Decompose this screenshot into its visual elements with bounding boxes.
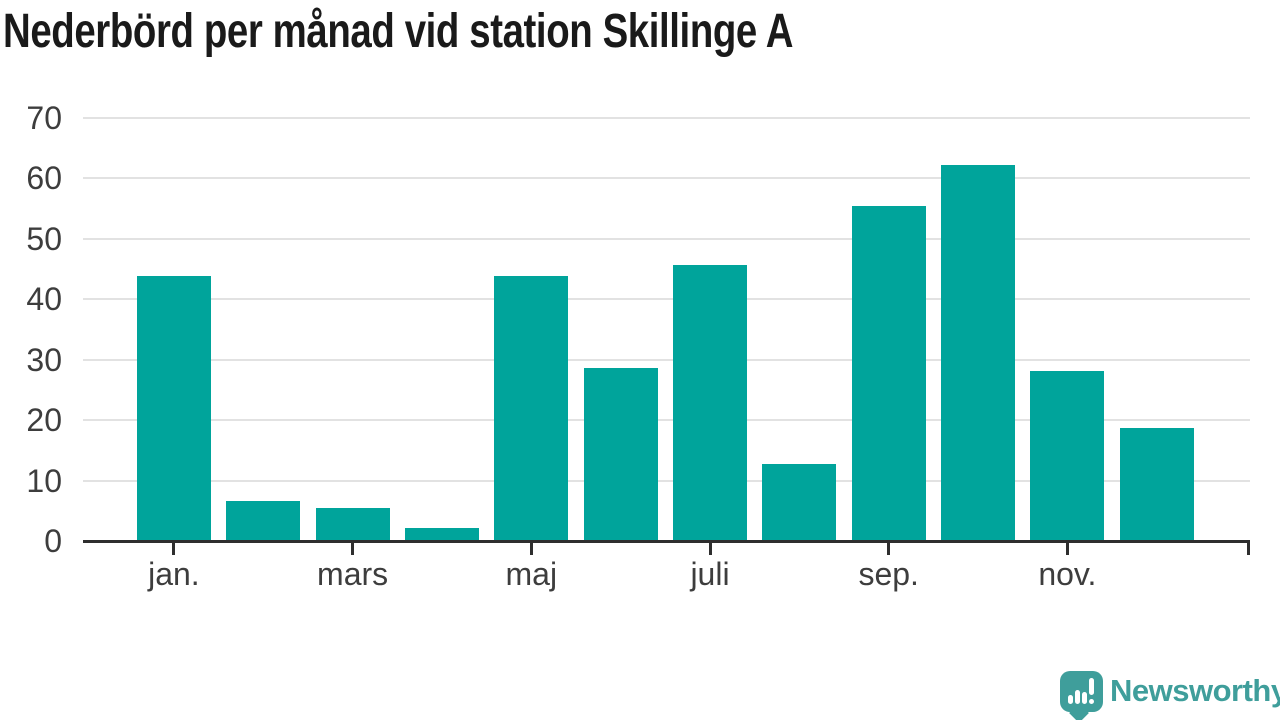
gridline — [83, 358, 1250, 361]
x-axis-tick-label: mars — [317, 556, 389, 592]
bar — [851, 205, 926, 541]
x-axis-tick-label: jan. — [148, 556, 200, 592]
x-axis-line — [83, 540, 1250, 543]
y-axis-tick-label: 10 — [26, 462, 62, 499]
x-axis-tick-label: maj — [505, 556, 558, 592]
y-axis-tick-label: 50 — [26, 220, 62, 257]
bar — [226, 501, 301, 541]
y-axis-tick-label: 0 — [44, 523, 62, 559]
gridline — [83, 419, 1250, 422]
x-axis-tick — [1065, 542, 1069, 555]
x-axis-tick — [887, 542, 891, 555]
logo-mini-bar-icon — [1075, 690, 1080, 704]
newsworthy-logo-icon — [1060, 671, 1103, 720]
bar — [1119, 428, 1194, 541]
y-axis-tick-label: 60 — [26, 160, 62, 197]
x-axis-end-tick — [1247, 542, 1250, 555]
bar — [136, 276, 211, 541]
bar — [315, 508, 390, 541]
gridline — [83, 237, 1250, 240]
newsworthy-logo: Newsworthy — [1055, 665, 1280, 720]
gridline — [83, 177, 1250, 180]
x-axis-tick-label: nov. — [1038, 556, 1097, 592]
bar — [1030, 370, 1105, 541]
x-axis-tick — [351, 542, 355, 555]
bar — [494, 276, 569, 541]
bar — [404, 528, 479, 541]
chart-title: Nederbörd per månad vid station Skilling… — [3, 5, 794, 58]
x-axis-tick — [529, 542, 533, 555]
newsworthy-logo-text: Newsworthy — [1110, 673, 1280, 708]
x-axis-tick — [708, 542, 712, 555]
speech-bubble-tail — [1069, 703, 1089, 720]
y-axis-tick-label: 40 — [26, 281, 62, 318]
bar — [941, 165, 1015, 541]
y-axis-tick-label: 20 — [26, 402, 62, 439]
bar — [583, 367, 658, 541]
x-axis-tick-label: sep. — [858, 556, 919, 592]
logo-mini-bar-icon — [1068, 695, 1073, 704]
logo-exclamation-icon — [1089, 678, 1094, 695]
gridline — [83, 116, 1250, 119]
logo-exclamation-dot-icon — [1089, 699, 1094, 704]
gridline — [83, 479, 1250, 482]
gridline — [83, 298, 1250, 301]
bar — [673, 265, 747, 541]
logo-mini-bar-icon — [1082, 692, 1087, 704]
x-axis-tick-label: juli — [690, 556, 730, 592]
bar — [762, 464, 837, 541]
x-axis-tick — [172, 542, 176, 555]
y-axis-tick-label: 30 — [26, 341, 62, 378]
y-axis-tick-label: 70 — [26, 99, 62, 136]
